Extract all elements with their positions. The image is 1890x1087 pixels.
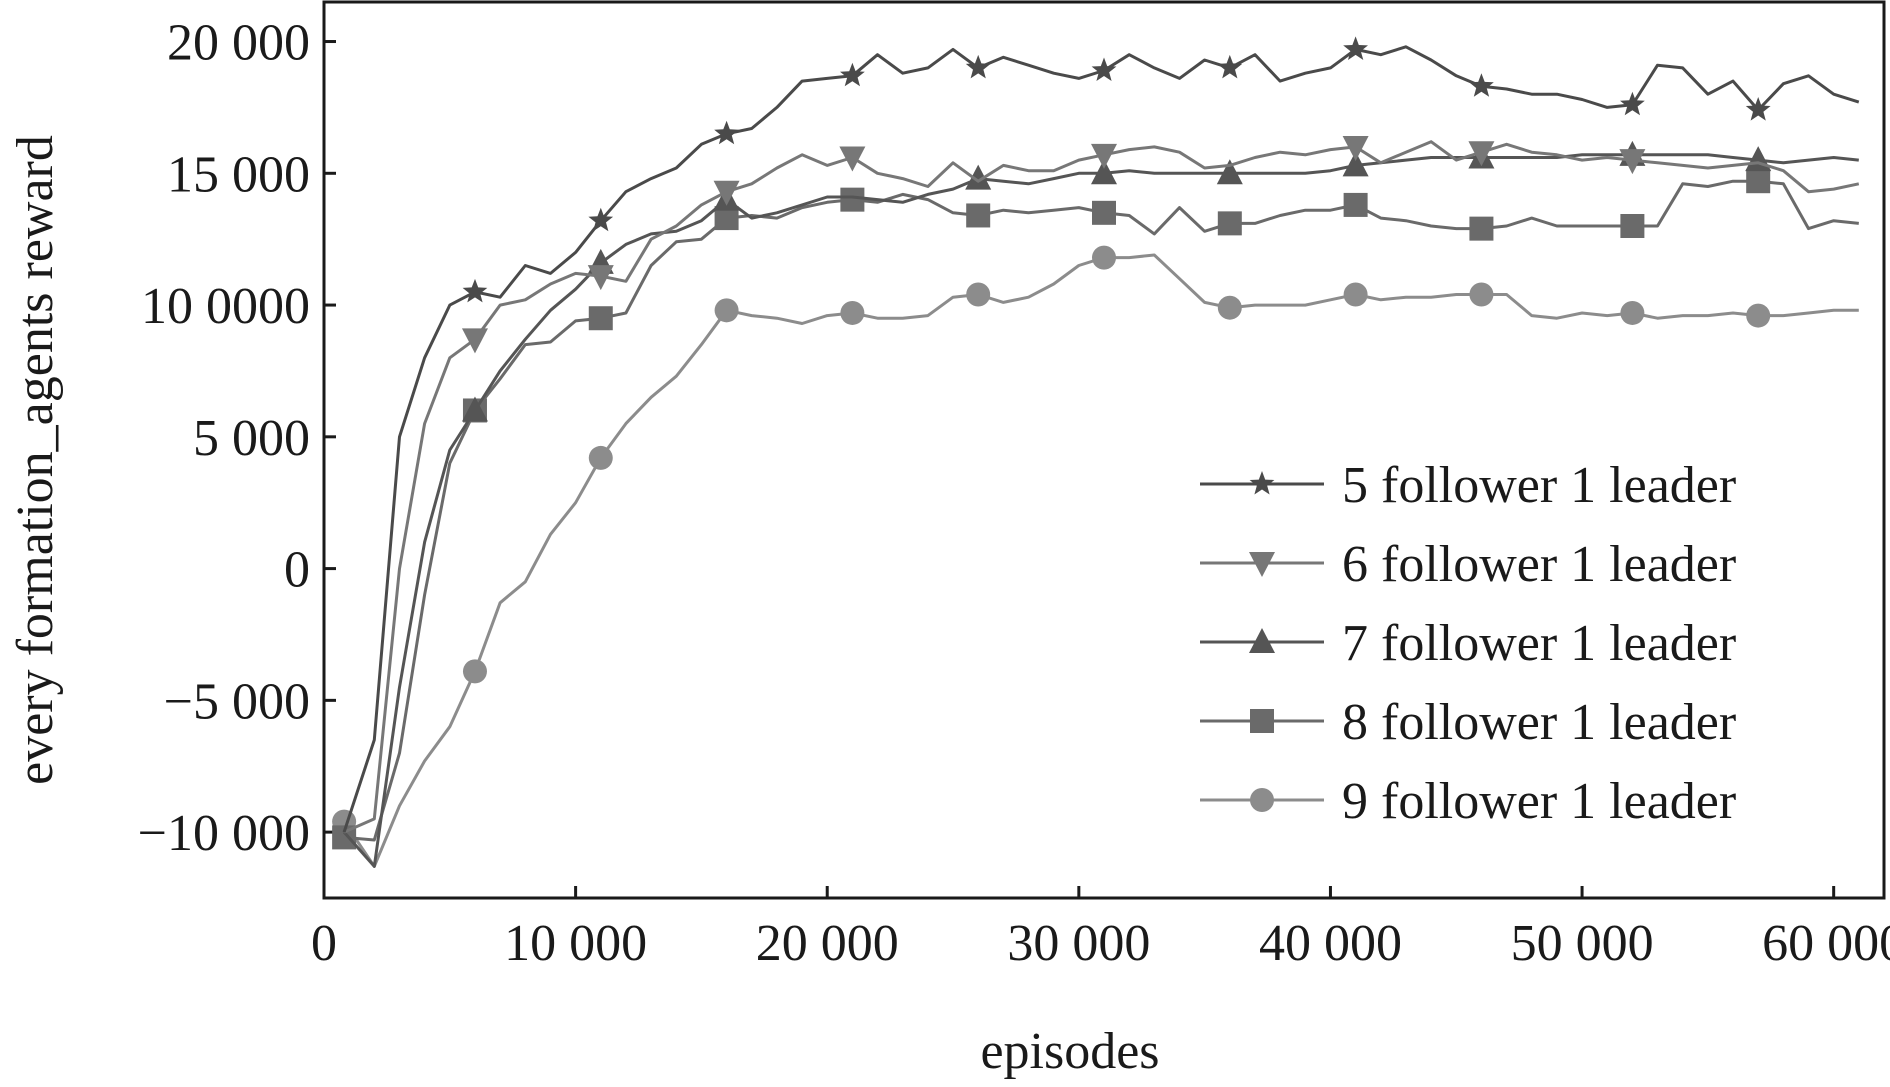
series-marker xyxy=(966,203,991,228)
series-marker xyxy=(1469,282,1494,307)
series-marker xyxy=(1216,159,1243,185)
series-marker xyxy=(1092,200,1116,225)
y-tick-label: 15 000 xyxy=(167,146,310,203)
legend-label: 5 follower 1 leader xyxy=(1342,457,1736,514)
series-marker xyxy=(1619,149,1646,175)
y-axis-title: every formation_agents reward xyxy=(7,135,64,785)
y-tick-label: 10 0000 xyxy=(141,278,310,335)
legend-item: 5 follower 1 leader xyxy=(1200,457,1736,514)
series-marker xyxy=(714,120,739,145)
y-axis-ticks: −10 000 −5 000 0 5 000 10 0000 15 000 20 000 xyxy=(138,15,336,862)
series-marker xyxy=(840,62,865,87)
y-tick-label: −10 000 xyxy=(138,805,310,862)
legend-label: 6 follower 1 leader xyxy=(1342,536,1736,593)
legend-label: 7 follower 1 leader xyxy=(1342,615,1736,672)
series-marker xyxy=(840,187,865,212)
legend-swatch-marker xyxy=(1249,552,1275,577)
legend-item: 8 follower 1 leader xyxy=(1200,694,1736,751)
series-6-follower xyxy=(343,135,1860,834)
series-9-follower xyxy=(332,245,1859,868)
x-tick-label: 50 000 xyxy=(1511,915,1654,972)
x-axis-title: episodes xyxy=(980,1023,1159,1080)
series-layer xyxy=(332,36,1860,868)
series-5-follower xyxy=(342,36,1860,833)
x-axis-ticks: 0 10 000 20 000 30 000 40 000 50 000 60 000 xyxy=(311,886,1890,972)
series-marker xyxy=(1091,57,1117,81)
series-marker xyxy=(1217,54,1243,79)
series-marker xyxy=(462,659,487,684)
series-marker xyxy=(1343,192,1368,217)
legend-swatch-marker xyxy=(1250,788,1274,812)
series-marker xyxy=(461,328,488,354)
series-marker xyxy=(714,298,739,323)
series-marker xyxy=(588,207,614,232)
series-marker xyxy=(588,445,613,470)
legend-swatch-marker xyxy=(1250,709,1274,733)
y-tick-label: 0 xyxy=(284,542,310,599)
legend-swatch-marker xyxy=(1249,628,1275,653)
legend-item: 6 follower 1 leader xyxy=(1200,536,1736,593)
series-marker xyxy=(1342,135,1369,161)
plot-frame xyxy=(322,0,1886,900)
legend-label: 8 follower 1 leader xyxy=(1342,694,1736,751)
legend-item: 7 follower 1 leader xyxy=(1200,615,1736,672)
x-tick-label: 60 000 xyxy=(1762,915,1890,972)
legend-swatch-marker xyxy=(1249,471,1275,495)
series-marker xyxy=(1091,159,1117,185)
series-marker xyxy=(587,265,614,291)
x-tick-label: 30 000 xyxy=(1007,915,1150,972)
series-marker xyxy=(1469,73,1494,97)
series-marker xyxy=(461,396,488,422)
series-marker xyxy=(1092,245,1116,270)
legend: 5 follower 1 leader 6 follower 1 leader 7 … xyxy=(1200,457,1736,830)
series-marker xyxy=(840,300,865,325)
series-marker xyxy=(1620,300,1645,325)
x-tick-label: 20 000 xyxy=(756,915,899,972)
series-marker xyxy=(966,282,991,307)
y-tick-label: 20 000 xyxy=(167,15,310,72)
series-marker xyxy=(839,146,866,172)
series-marker xyxy=(1746,303,1771,328)
x-tick-label: 10 000 xyxy=(504,915,647,972)
series-marker xyxy=(462,278,488,303)
series-marker xyxy=(965,164,992,190)
series-marker xyxy=(1343,282,1368,307)
y-tick-label: −5 000 xyxy=(164,673,310,730)
series-marker xyxy=(1342,151,1369,177)
y-tick-label: 5 000 xyxy=(193,410,310,467)
series-marker xyxy=(1469,216,1494,241)
legend-label: 9 follower 1 leader xyxy=(1342,773,1736,830)
series-marker xyxy=(965,54,991,79)
x-tick-label: 40 000 xyxy=(1259,915,1402,972)
x-tick-label: 0 xyxy=(311,915,337,972)
series-marker xyxy=(1746,169,1771,194)
series-8-follower xyxy=(332,169,1859,850)
legend-item: 9 follower 1 leader xyxy=(1200,773,1736,830)
series-marker xyxy=(1217,295,1242,320)
series-marker xyxy=(1745,97,1771,121)
y-axis-title-group: every formation_agents reward xyxy=(7,135,64,785)
series-marker xyxy=(1468,141,1495,167)
series-marker xyxy=(1217,211,1242,236)
series-marker xyxy=(1620,214,1645,238)
series-marker xyxy=(1620,91,1645,116)
series-marker xyxy=(1343,36,1368,60)
series-marker xyxy=(588,306,613,331)
series-marker xyxy=(1091,143,1117,169)
series-marker xyxy=(713,180,740,206)
